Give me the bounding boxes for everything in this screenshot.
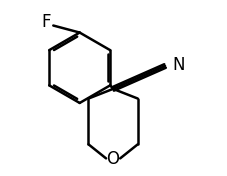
Text: O: O [106, 150, 119, 168]
Text: F: F [41, 13, 51, 31]
Text: N: N [171, 56, 184, 74]
